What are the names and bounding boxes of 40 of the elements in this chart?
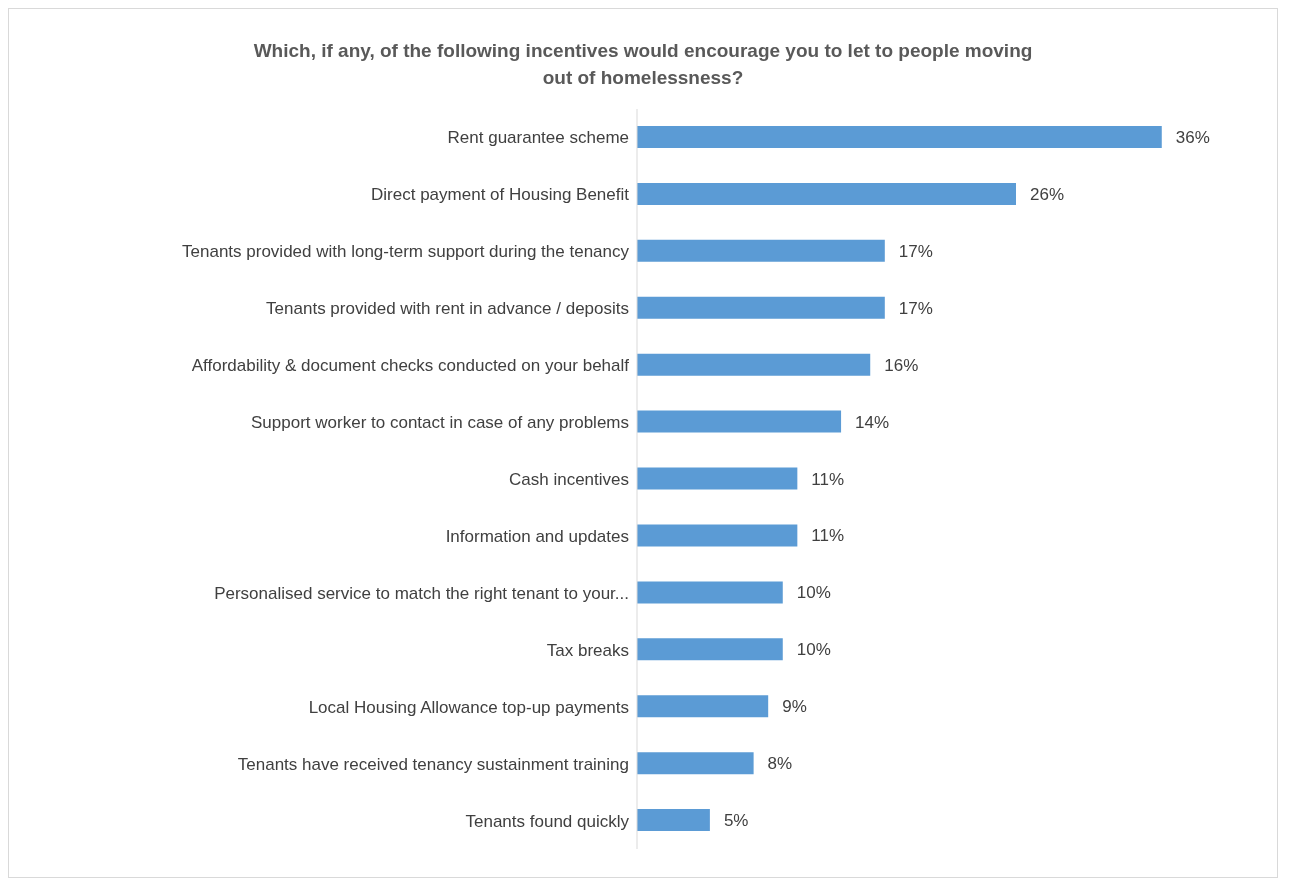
data-label: 26% xyxy=(1030,184,1065,204)
y-tick-label: Rent guarantee scheme xyxy=(447,128,629,148)
y-tick-label: Tenants have received tenancy sustainment training xyxy=(237,754,629,774)
chart-title: Which, if any, of the following incentives would encourage you to let to people moving out of homelessness? xyxy=(252,39,1034,90)
data-label: 10% xyxy=(796,583,831,603)
bar xyxy=(637,638,783,661)
data-label: 16% xyxy=(884,355,919,375)
bar xyxy=(637,467,798,490)
data-label: 10% xyxy=(796,640,831,660)
data-label: 36% xyxy=(1175,128,1210,148)
y-tick-label: Tenants provided with rent in advance / deposits xyxy=(266,299,629,319)
y-tick-label: Cash incentives xyxy=(508,470,629,490)
bar xyxy=(637,581,783,604)
y-tick-label: Affordability & document checks conducted on your behalf xyxy=(191,356,630,376)
bar xyxy=(637,524,798,547)
bar xyxy=(637,410,842,433)
data-label: 9% xyxy=(782,697,807,717)
y-tick-label: Tax breaks xyxy=(546,640,629,660)
bar xyxy=(637,239,885,262)
data-label: 17% xyxy=(898,298,933,318)
bar xyxy=(637,126,1162,148)
bar xyxy=(637,752,754,775)
y-tick-label: Tenants found quickly xyxy=(465,811,630,831)
y-tick-label: Tenants provided with long-term support during the tenancy xyxy=(182,242,630,262)
y-tick-label: Direct payment of Housing Benefit xyxy=(371,185,630,205)
bar xyxy=(637,182,1016,205)
y-tick-label: Support worker to contact in case of any problems xyxy=(251,413,629,433)
data-label: 8% xyxy=(767,754,793,774)
bar xyxy=(637,296,885,319)
data-label: 5% xyxy=(723,811,749,831)
y-tick-label: Local Housing Allowance top-up payments xyxy=(308,697,629,717)
y-tick-label: Information and updates xyxy=(445,526,629,546)
data-label: 17% xyxy=(898,241,933,261)
data-label: 14% xyxy=(855,412,890,432)
y-tick-label: Personalised service to match the right tenant to your... xyxy=(214,583,629,603)
bar xyxy=(637,353,871,376)
data-label: 11% xyxy=(811,526,845,546)
bar xyxy=(637,695,769,718)
bar xyxy=(637,809,710,832)
data-label: 11% xyxy=(811,469,845,489)
